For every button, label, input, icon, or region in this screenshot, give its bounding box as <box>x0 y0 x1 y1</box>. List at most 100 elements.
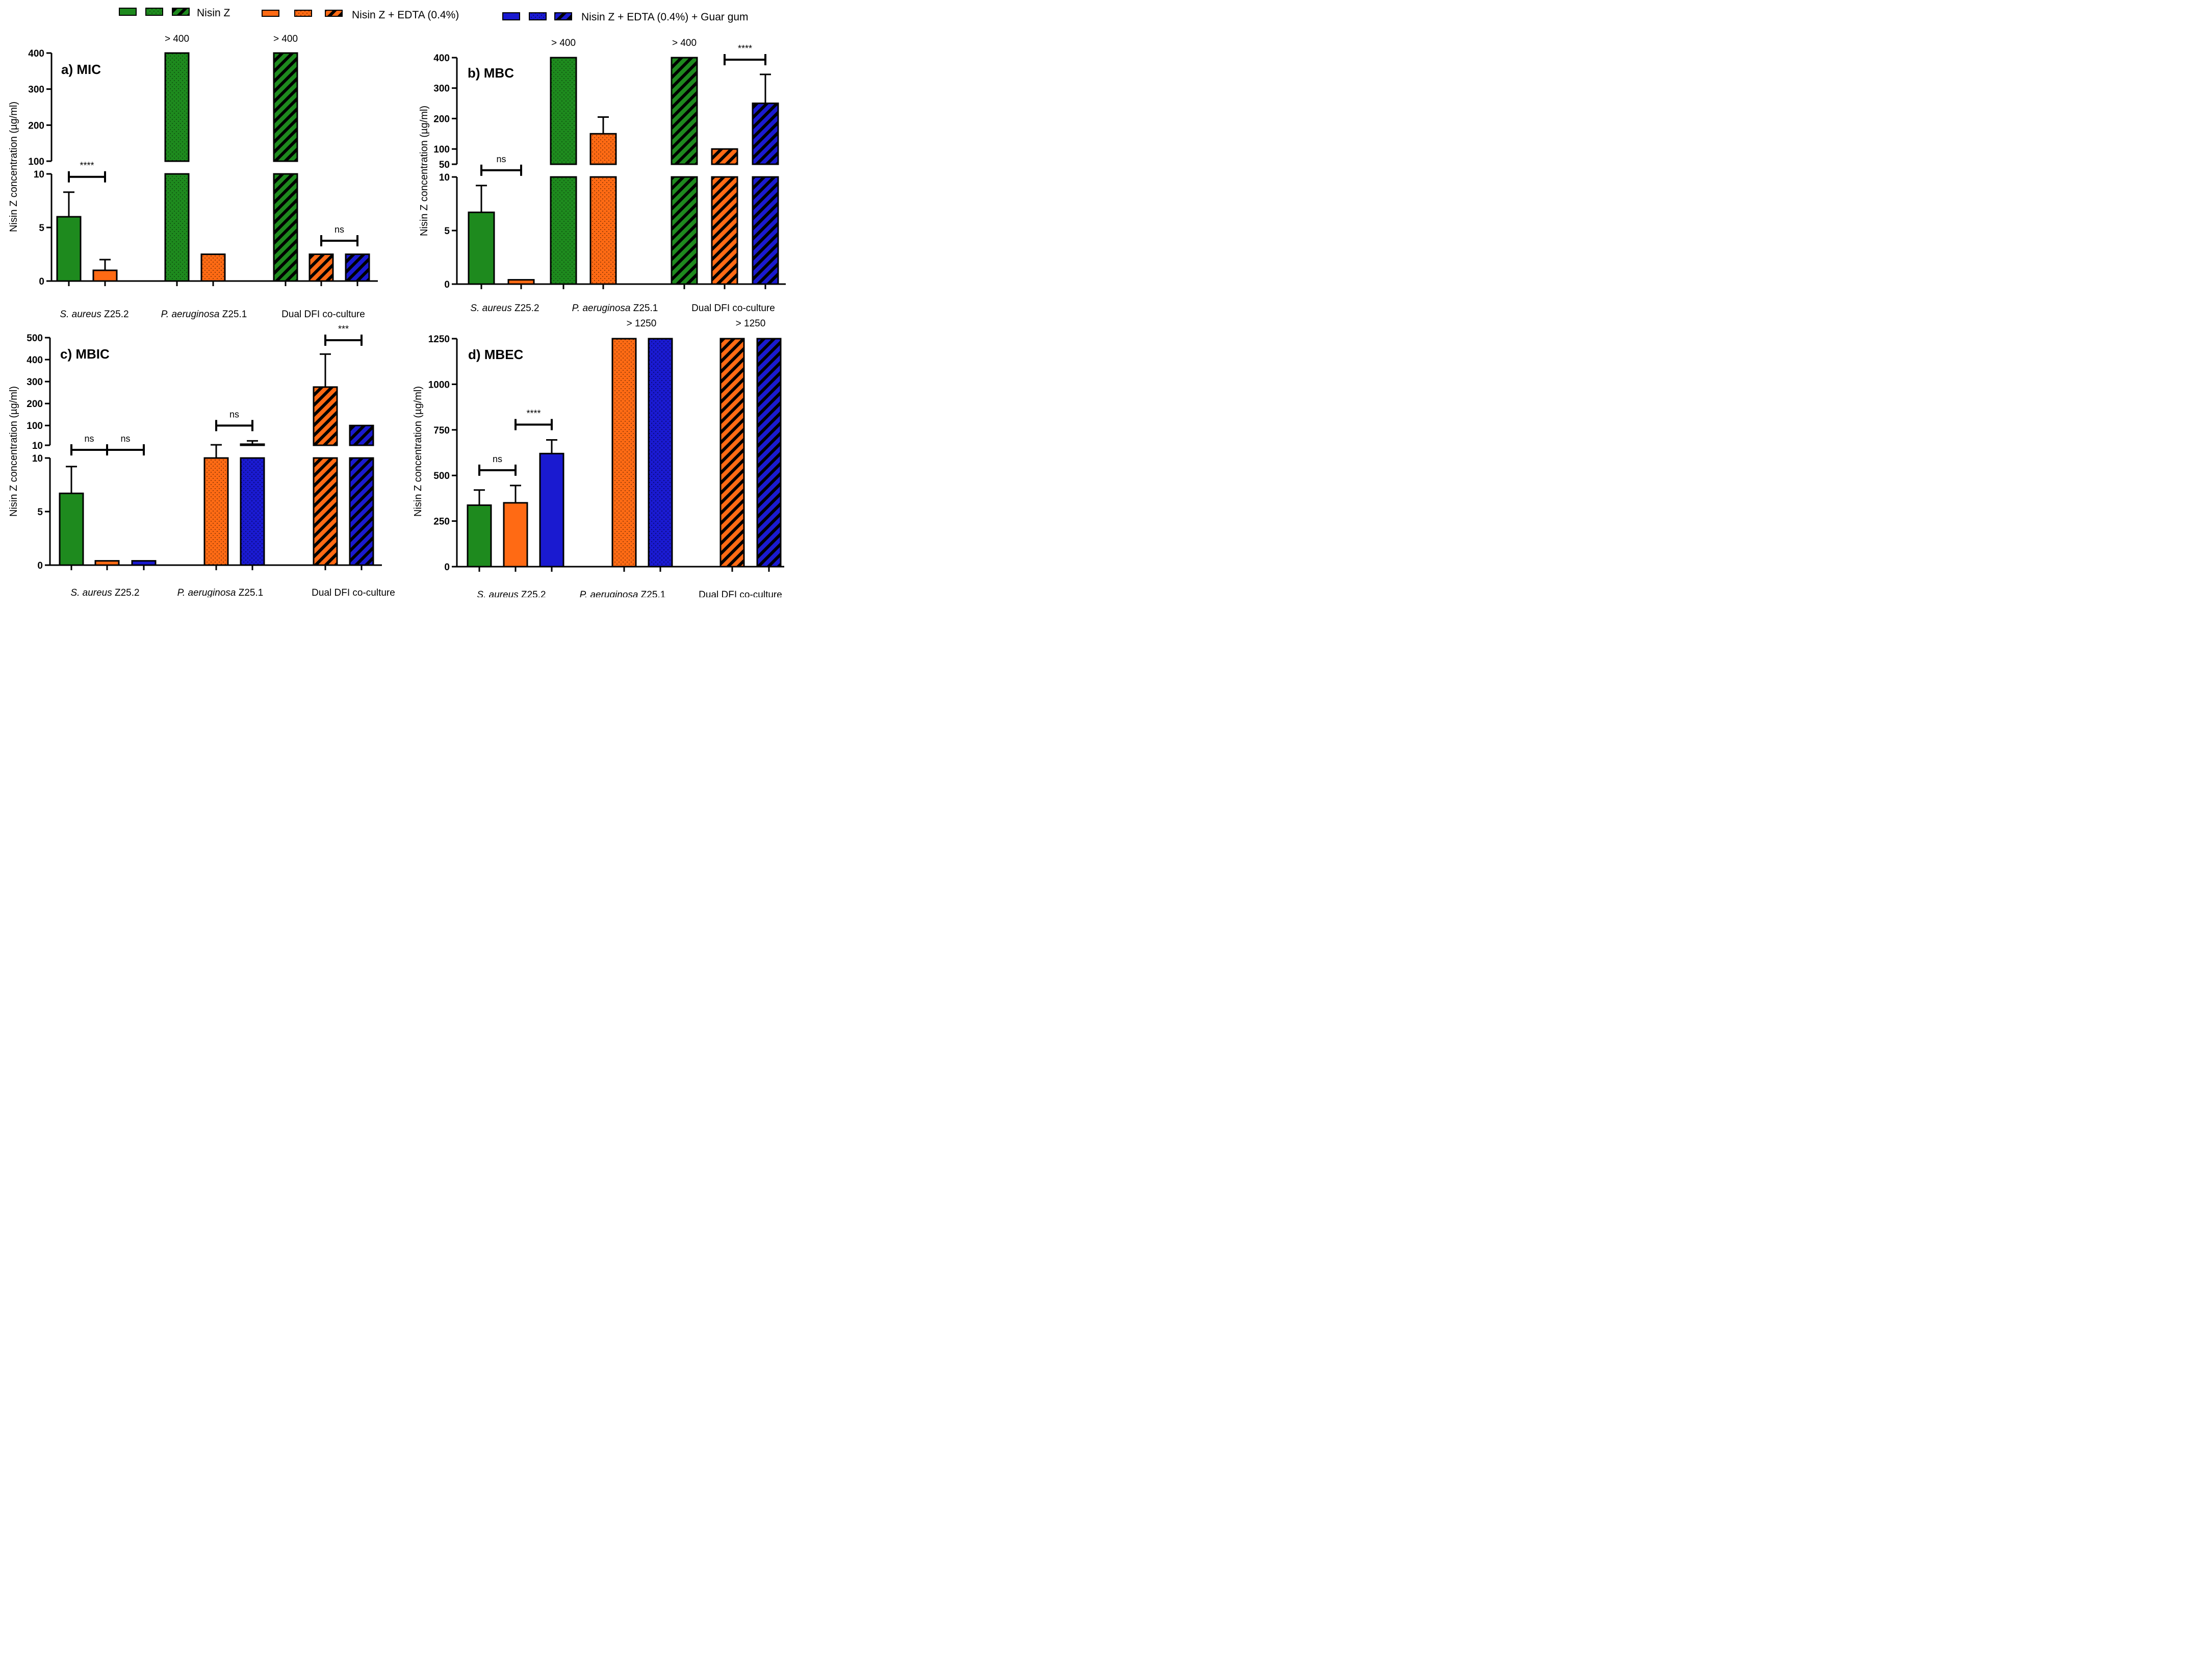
bar <box>539 452 564 568</box>
y-tick-label: 1250 <box>428 334 450 345</box>
bar <box>589 176 617 285</box>
overflow-label: > 1250 <box>627 318 657 329</box>
overflow-label: > 1250 <box>736 318 766 329</box>
overflow-label: > 400 <box>273 34 298 44</box>
y-tick-label: 10 <box>32 441 43 451</box>
group-label: P. aeruginosa Z25.1 <box>572 303 658 314</box>
y-axis-label: Nisin Z concentration (µg/ml) <box>8 101 19 232</box>
bar <box>671 57 698 165</box>
y-tick-label: 750 <box>433 425 450 436</box>
legend-label-guar: Nisin Z + EDTA (0.4%) + Guar gum <box>581 11 749 23</box>
legend-swatch-guar-hatch <box>554 12 572 20</box>
bar <box>273 52 298 162</box>
bar <box>313 386 338 446</box>
y-tick-label: 400 <box>433 53 450 64</box>
bar <box>56 216 82 282</box>
y-tick-label: 10 <box>439 172 450 183</box>
bar <box>200 253 226 282</box>
panel-mbc: > 400 > 400 0 5 10 50 100 200 300 400 S. aureus Z2… <box>419 38 786 314</box>
significance-label: ns <box>493 454 502 464</box>
panel-title: d) MBEC <box>468 347 524 362</box>
significance-label: ns <box>120 434 130 444</box>
y-tick-label: 200 <box>433 114 450 124</box>
bar <box>711 176 738 285</box>
overflow-label: > 400 <box>551 38 576 48</box>
bar <box>550 176 577 285</box>
legend-label-nisin-z: Nisin Z <box>197 7 230 19</box>
legend-swatch-edta-hatch <box>325 10 343 17</box>
y-tick-label: 5 <box>444 226 450 237</box>
panel-mic: > 400 > 400 0 5 10 100 200 300 400 S. aureus Z25.… <box>8 34 378 320</box>
bar <box>308 253 334 282</box>
figure-canvas: Nisin Z Nisin Z + EDTA (0.4%) Nisin Z + … <box>0 0 788 597</box>
legend-swatch-nisin-z-solid <box>119 8 137 16</box>
y-tick-label: 500 <box>27 333 43 344</box>
group-label: S. aureus Z25.2 <box>477 590 546 597</box>
bar <box>164 52 190 162</box>
y-tick-label: 300 <box>27 377 43 388</box>
group-label: S. aureus Z25.2 <box>70 588 139 597</box>
y-tick-label: 100 <box>433 144 450 155</box>
significance-label: ns <box>335 224 344 235</box>
group-label: S. aureus Z25.2 <box>60 309 128 320</box>
group-label: S. aureus Z25.2 <box>470 303 539 314</box>
group-label: P. aeruginosa Z25.1 <box>580 590 666 597</box>
legend-swatch-edta-solid <box>262 10 279 17</box>
y-tick-label: 0 <box>444 280 450 290</box>
bar <box>313 457 338 566</box>
y-tick-label: 0 <box>444 562 450 573</box>
y-tick-label: 5 <box>37 507 43 518</box>
bar <box>503 502 528 568</box>
significance-label: ns <box>84 434 94 444</box>
y-axis-label: Nisin Z concentration (µg/ml) <box>419 106 430 236</box>
bar <box>671 176 698 285</box>
y-tick-label: 50 <box>439 160 450 170</box>
y-tick-label: 100 <box>27 421 43 431</box>
bar <box>711 148 738 165</box>
bar <box>752 176 779 285</box>
panel-title: c) MBIC <box>60 346 110 362</box>
group-label: Dual DFI co-culture <box>281 309 365 320</box>
y-tick-label: 10 <box>32 453 43 464</box>
chart-svg: Nisin Z Nisin Z + EDTA (0.4%) Nisin Z + … <box>8 7 786 597</box>
significance-label: ns <box>496 154 506 164</box>
bar <box>59 492 84 566</box>
significance-label: *** <box>338 324 349 334</box>
y-tick-label: 1000 <box>428 379 450 390</box>
bar <box>349 457 374 566</box>
panel-mbec: 0 250 500 750 1000 1250 > 1250 > 1250 S. aureus … <box>413 318 784 597</box>
legend: Nisin Z Nisin Z + EDTA (0.4%) Nisin Z + … <box>119 7 749 23</box>
bar <box>550 57 577 165</box>
bar <box>752 103 779 165</box>
y-tick-label: 0 <box>37 561 43 571</box>
bar <box>164 173 190 282</box>
overflow-label: > 400 <box>165 34 189 44</box>
y-tick-label: 200 <box>28 120 44 131</box>
bar <box>756 338 782 568</box>
group-label: Dual DFI co-culture <box>699 590 782 597</box>
y-tick-label: 400 <box>28 48 44 59</box>
bar <box>719 338 745 568</box>
bar <box>611 338 637 568</box>
y-tick-label: 5 <box>39 223 44 234</box>
bar <box>467 504 492 568</box>
y-axis-label: Nisin Z concentration (µg/ml) <box>8 386 19 517</box>
y-tick-label: 0 <box>39 276 44 287</box>
bar <box>92 269 118 282</box>
y-tick-label: 100 <box>28 157 44 167</box>
bar <box>273 173 298 282</box>
y-tick-label: 200 <box>27 399 43 410</box>
overflow-label: > 400 <box>672 38 697 48</box>
panel-title: a) MIC <box>61 62 101 77</box>
legend-swatch-edta-dots <box>294 10 312 17</box>
significance-label: **** <box>80 161 94 171</box>
panel-title: b) MBC <box>468 65 514 81</box>
bar <box>240 443 265 446</box>
bar <box>648 338 673 568</box>
legend-swatch-guar-dots <box>529 12 547 20</box>
group-label: Dual DFI co-culture <box>312 588 395 597</box>
significance-label: ns <box>229 409 239 419</box>
legend-swatch-nisin-z-hatch <box>172 8 190 16</box>
group-label: Dual DFI co-culture <box>691 303 775 314</box>
